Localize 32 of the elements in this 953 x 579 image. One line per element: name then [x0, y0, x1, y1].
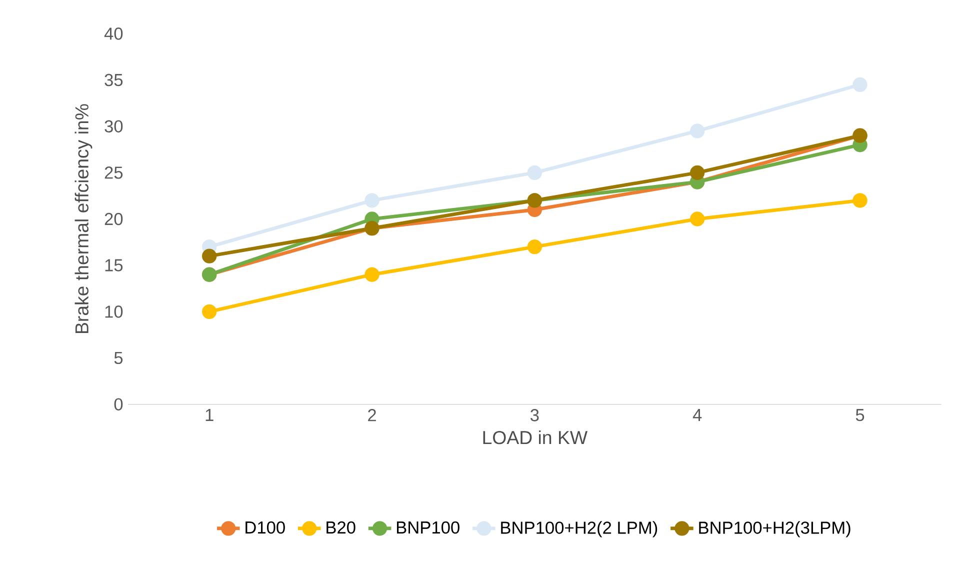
x-tick-label: 3 [530, 409, 539, 422]
point [364, 193, 380, 208]
x-tick-label: 5 [856, 409, 864, 422]
point [690, 124, 705, 138]
point [852, 193, 868, 208]
point [852, 77, 868, 92]
y-tick-label: 10 [105, 306, 123, 318]
y-tick-label: 25 [104, 166, 123, 179]
x-tick-label: 4 [692, 409, 702, 421]
point [202, 248, 217, 264]
legend-label: BNP100+H2(3LPM) [699, 521, 850, 538]
point [690, 165, 705, 180]
point [527, 239, 542, 254]
y-tick-label: 20 [104, 212, 123, 226]
y-tick-label: 0 [114, 398, 123, 410]
y-tick-label: 35 [104, 74, 123, 86]
legend-label: BNP100 [396, 521, 460, 534]
y-axis-title: Brake thermal effciency in% [74, 104, 92, 333]
y-tick-label: 15 [105, 259, 123, 272]
x-tick-label: 2 [368, 409, 376, 422]
point [690, 212, 705, 226]
x-axis-title: LOAD in KW [483, 430, 588, 444]
y-tick-label: 40 [104, 28, 123, 40]
y-tick-label: 5 [114, 352, 123, 364]
legend-label: BNP100+H2(2 LPM) [501, 521, 658, 538]
y-tick-label: 30 [104, 120, 123, 132]
point [202, 304, 217, 319]
point [364, 267, 380, 282]
legend-label: B20 [326, 521, 356, 534]
point [527, 165, 542, 180]
x-tick-label: 1 [206, 409, 214, 421]
legend-label: D100 [246, 521, 285, 534]
